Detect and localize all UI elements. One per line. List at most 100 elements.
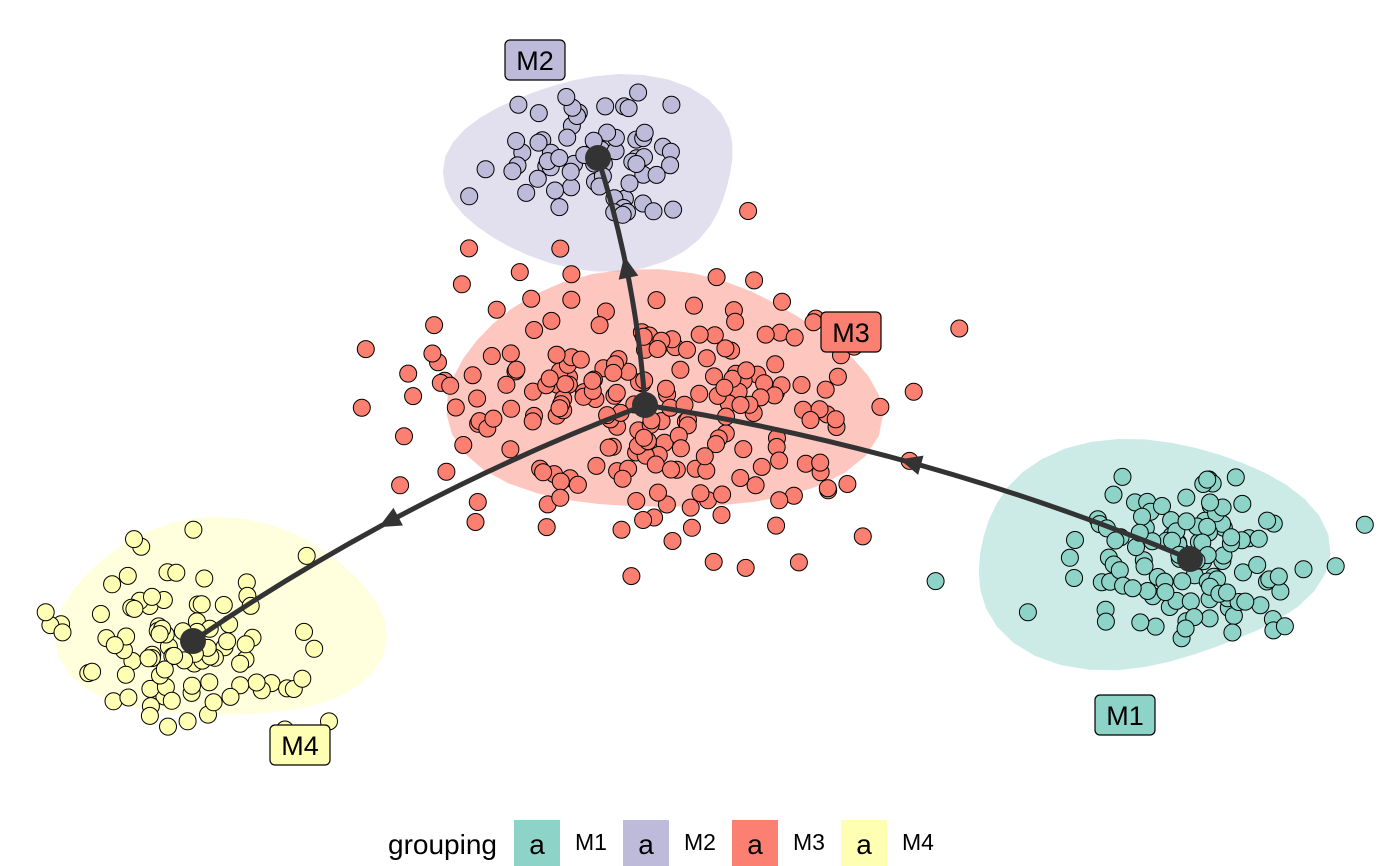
point-m3 [715,378,734,397]
point-m3 [583,371,602,390]
point-m3 [395,427,413,446]
point-m1 [1271,582,1290,601]
point-m4 [192,595,211,614]
point-m3 [634,428,653,447]
legend-key-glyph: a [747,829,763,860]
point-m4 [155,660,174,679]
point-m1 [1258,511,1277,530]
edge-arrow-icon [378,507,403,528]
point-m1 [1173,572,1192,591]
point-m4 [178,712,197,731]
point-m3 [756,325,775,344]
point-m3 [523,412,542,431]
point-m3 [525,321,544,339]
point-m1 [1181,592,1200,611]
point-m3 [487,300,506,319]
point-m3 [746,476,765,495]
milestone-m3 [632,392,658,418]
point-m1 [1104,485,1123,504]
point-m3 [468,389,487,408]
point-m3 [712,506,731,524]
point-m4 [125,599,144,618]
point-m1 [1294,560,1313,579]
point-m3 [745,271,764,290]
point-m3 [804,313,823,332]
hull-m2 [442,74,733,272]
point-m1 [1198,517,1217,536]
point-m3 [713,485,732,504]
point-m1 [1096,612,1115,631]
point-m3 [454,436,473,454]
point-m3 [816,380,835,399]
point-m3 [542,311,561,330]
point-m3 [691,484,710,503]
group-label-m4: M4 [281,731,319,761]
point-m3 [663,532,682,550]
edge-arrow-icon [618,256,639,280]
legend: grouping a M1 a M2 a M3 a M4 [388,820,934,866]
point-m4 [125,530,143,549]
point-m3 [562,290,581,309]
point-m1 [1133,507,1151,526]
point-m3 [811,453,830,472]
point-m3 [716,339,735,358]
legend-key-glyph: a [638,829,654,860]
point-m3 [647,291,666,310]
point-m3 [551,488,570,507]
point-m1 [1269,567,1288,586]
point-m1 [1355,515,1374,534]
point-m3 [736,558,755,577]
point-m3 [550,399,569,418]
point-m4 [218,632,237,651]
point-m3 [502,399,521,418]
point-m3 [766,355,785,374]
group-labels: M1 M2 M3 M4 [269,39,1156,766]
point-m1 [1222,528,1241,547]
point-m4 [295,622,313,641]
point-m1 [1201,493,1219,512]
point-m2 [627,155,646,173]
point-m4 [119,688,138,707]
point-m3 [423,344,442,363]
point-m4 [143,587,161,606]
point-m4 [231,676,250,695]
point-m3 [497,375,516,394]
point-m3 [648,340,667,358]
point-m1 [1018,603,1037,622]
point-m4 [214,596,233,614]
point-m3 [773,292,791,311]
point-m3 [707,268,726,287]
point-m4 [183,676,201,695]
point-m3 [801,411,820,429]
point-m3 [767,516,786,535]
point-m2 [662,95,681,114]
point-m3 [627,492,646,510]
point-m2 [561,162,580,181]
legend-key-m3 [732,820,778,866]
point-m1 [1065,569,1084,587]
milestone-m2 [585,145,611,171]
point-m3 [437,462,456,481]
point-m3 [662,460,680,479]
point-m3 [671,360,690,379]
point-m3 [657,379,675,398]
point-m2 [476,160,495,179]
point-m3 [838,475,857,493]
point-m3 [463,366,482,385]
legend-key-glyph: a [529,829,545,860]
point-m3 [604,363,623,382]
point-m3 [792,376,811,394]
point-m4 [231,654,250,673]
legend-key-glyph: a [856,829,872,860]
point-m3 [571,350,590,369]
point-m3 [391,476,410,495]
point-m1 [1177,512,1196,531]
point-m1 [1110,561,1129,580]
point-m3 [551,472,570,491]
point-m3 [685,296,703,315]
point-m1 [1200,609,1219,628]
point-m3 [522,289,541,308]
point-m3 [404,387,423,406]
point-m2 [503,162,522,181]
